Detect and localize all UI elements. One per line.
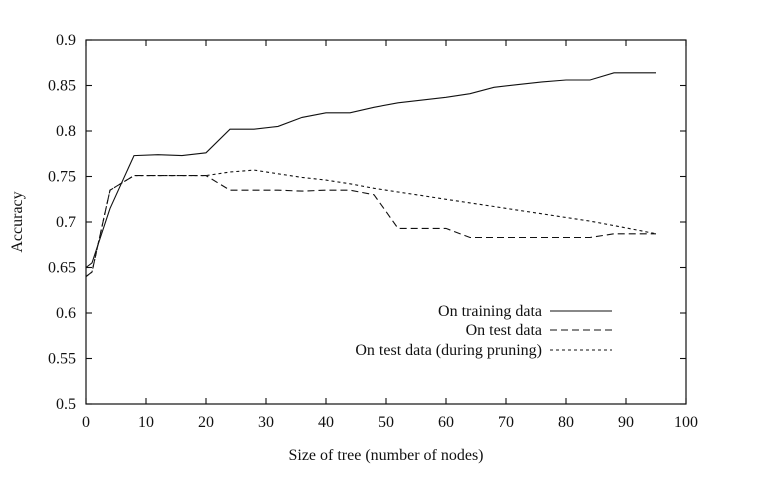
- legend: On training data On test data On test data…: [355, 303, 612, 359]
- series-line-2: [85, 175, 656, 278]
- y-tick-label: 0.9: [56, 32, 76, 49]
- y-tick-label: 0.65: [48, 260, 76, 277]
- x-tick-label: 0: [82, 414, 90, 431]
- x-axis-ticks: 0 10 20 30 40 50 60 70 80 90 100: [82, 40, 698, 431]
- y-tick-label: 0.6: [56, 305, 76, 322]
- x-tick-label: 100: [674, 414, 698, 431]
- series-line-3: [85, 169, 657, 278]
- legend-label-3: On test data (during pruning): [355, 342, 542, 359]
- legend-label-2: On test data: [466, 322, 542, 339]
- x-tick-label: 30: [258, 414, 274, 431]
- x-tick-label: 40: [318, 414, 334, 431]
- y-tick-label: 0.75: [48, 169, 76, 186]
- x-tick-label: 70: [498, 414, 514, 431]
- x-tick-label: 90: [618, 414, 634, 431]
- y-tick-label: 0.55: [48, 351, 76, 368]
- y-tick-label: 0.5: [56, 396, 76, 413]
- legend-label-1: On training data: [438, 303, 542, 320]
- series-line-1: [85, 72, 656, 268]
- series-lines: [85, 72, 657, 278]
- x-tick-label: 50: [378, 414, 394, 431]
- y-axis-ticks: 0.5 0.55 0.6 0.65 0.7 0.75 0.8 0.85 0.9: [48, 32, 686, 413]
- y-tick-label: 0.85: [48, 78, 76, 95]
- x-tick-label: 20: [198, 414, 214, 431]
- y-tick-label: 0.8: [56, 123, 76, 140]
- x-tick-label: 60: [438, 414, 454, 431]
- y-axis-title: Accuracy: [9, 191, 26, 252]
- x-tick-label: 10: [138, 414, 154, 431]
- x-axis-title: Size of tree (number of nodes): [288, 447, 483, 464]
- y-tick-label: 0.7: [56, 214, 76, 231]
- x-tick-label: 80: [558, 414, 574, 431]
